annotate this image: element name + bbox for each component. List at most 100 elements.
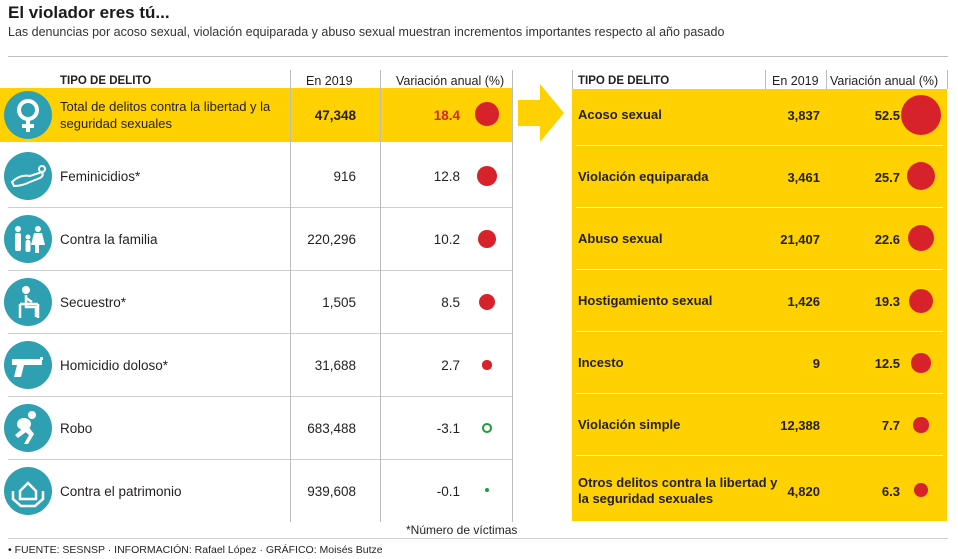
female-symbol-icon <box>4 91 52 139</box>
left-row-variation: 2.7 <box>441 358 460 373</box>
right-row-value: 4,820 <box>787 483 820 499</box>
column-divider <box>572 70 573 89</box>
right-row-variation: 22.6 <box>874 231 900 247</box>
left-row-value: 683,488 <box>307 421 356 436</box>
column-divider <box>765 70 766 89</box>
column-divider <box>826 70 827 89</box>
right-row-value: 9 <box>812 355 820 371</box>
left-row-name: Feminicidios* <box>60 169 141 184</box>
left-row-robo: Robo 683,488 -3.1 <box>0 397 512 460</box>
arrow-right-icon <box>518 84 564 142</box>
title-divider <box>8 56 948 57</box>
left-variation-bubble <box>482 360 492 370</box>
left-row-variation: 12.8 <box>433 169 460 184</box>
left-row-familia: Contra la familia 220,296 10.2 <box>0 208 512 271</box>
right-row-name: Hostigamiento sexual <box>578 293 713 308</box>
right-row-variation: 6.3 <box>881 483 900 499</box>
right-variation-bubble <box>911 353 931 373</box>
column-divider <box>512 70 513 522</box>
left-row-name: Secuestro* <box>60 295 127 310</box>
right-row-variation: 7.7 <box>881 417 900 433</box>
left-row-variation: 18.4 <box>433 107 460 123</box>
left-row-value: 220,296 <box>307 232 356 247</box>
row-divider <box>8 396 512 397</box>
chart-subtitle: Las denuncias por acoso sexual, violació… <box>8 25 725 39</box>
right-variation-bubble <box>913 417 929 433</box>
right-row-value: 21,407 <box>780 231 820 247</box>
right-row: Otros delitos contra la libertad y la se… <box>572 460 947 522</box>
right-row-value: 3,837 <box>787 107 820 123</box>
right-variation-bubble <box>901 95 941 135</box>
right-row-name: Acoso sexual <box>578 107 662 122</box>
row-divider <box>8 459 512 460</box>
right-variation-bubble <box>907 224 935 252</box>
right-panel-background <box>572 89 947 521</box>
left-variation-bubble <box>478 293 496 311</box>
left-variation-bubble <box>485 488 489 492</box>
right-row-variation: 12.5 <box>874 355 900 371</box>
chart-title: El violador eres tú... <box>8 3 170 22</box>
left-row-name: Homicidio doloso* <box>60 358 169 373</box>
right-row-name: Incesto <box>578 355 624 370</box>
right-row: Hostigamiento sexual 1,426 19.3 <box>572 270 947 332</box>
right-row: Violación equiparada 3,461 25.7 <box>572 146 947 208</box>
seated-captive-icon <box>4 278 52 326</box>
right-row: Incesto 9 12.5 <box>572 332 947 394</box>
row-divider <box>576 269 943 270</box>
right-row-name: Otros delitos contra la libertad y la se… <box>578 475 778 506</box>
left-row-value: 47,348 <box>314 107 356 123</box>
left-col-header-year: En 2019 <box>306 74 353 88</box>
left-row-name: Robo <box>60 421 93 436</box>
left-col-header-type: TIPO DE DELITO <box>60 75 152 87</box>
right-row: Violación simple 12,388 7.7 <box>572 394 947 456</box>
right-row-value: 12,388 <box>780 417 820 433</box>
running-thief-icon <box>4 404 52 452</box>
left-row-patrimonio: Contra el patrimonio 939,608 -0.1 <box>0 460 512 523</box>
right-row-name: Violación equiparada <box>578 169 709 184</box>
left-variation-bubble <box>478 230 496 248</box>
column-divider <box>947 70 948 89</box>
left-variation-bubble <box>475 102 499 126</box>
right-row-name: Abuso sexual <box>578 231 663 246</box>
left-col-header-variation: Variación anual (%) <box>396 74 505 88</box>
left-row-name: Contra la familia <box>60 232 158 247</box>
left-row-homicidio: Homicidio doloso* 31,688 2.7 <box>0 334 512 397</box>
row-divider <box>576 207 943 208</box>
row-divider <box>576 393 943 394</box>
right-row: Abuso sexual 21,407 22.6 <box>572 208 947 270</box>
right-variation-bubble <box>914 483 928 497</box>
right-col-header-year: En 2019 <box>772 74 819 88</box>
gun-icon <box>4 341 52 389</box>
left-row-value: 939,608 <box>307 484 356 499</box>
right-row-variation: 19.3 <box>874 293 900 309</box>
source-divider <box>8 538 948 539</box>
right-variation-bubble <box>908 288 934 314</box>
left-row-variation: -0.1 <box>436 484 460 499</box>
right-row-name: Violación simple <box>578 417 681 432</box>
right-row-variation: 52.5 <box>874 107 900 123</box>
row-divider <box>8 333 512 334</box>
column-divider <box>290 70 291 522</box>
right-row: Acoso sexual 3,837 52.5 <box>572 84 947 146</box>
left-row-variation: -3.1 <box>436 421 460 436</box>
left-row-value: 31,688 <box>314 358 356 373</box>
left-row-variation: 10.2 <box>433 232 460 247</box>
right-row-variation: 25.7 <box>874 169 900 185</box>
left-row-name: Contra el patrimonio <box>60 484 182 499</box>
row-divider <box>8 207 512 208</box>
row-divider <box>576 331 943 332</box>
left-row-total: Total de delitos contra la libertad y la… <box>0 88 512 142</box>
left-variation-bubble <box>482 423 492 433</box>
row-divider <box>576 145 943 146</box>
house-in-hands-icon <box>4 467 52 515</box>
left-variation-bubble <box>477 166 497 186</box>
right-variation-bubble <box>907 162 935 190</box>
lying-body-icon <box>4 152 52 200</box>
left-row-variation: 8.5 <box>441 295 460 310</box>
right-row-value: 3,461 <box>787 169 820 185</box>
source-credit: • FUENTE: SESNSP · INFORMACIÓN: Rafael L… <box>8 544 383 556</box>
column-divider <box>380 70 381 522</box>
row-divider <box>576 455 943 456</box>
right-row-value: 1,426 <box>787 293 820 309</box>
row-divider <box>8 270 512 271</box>
